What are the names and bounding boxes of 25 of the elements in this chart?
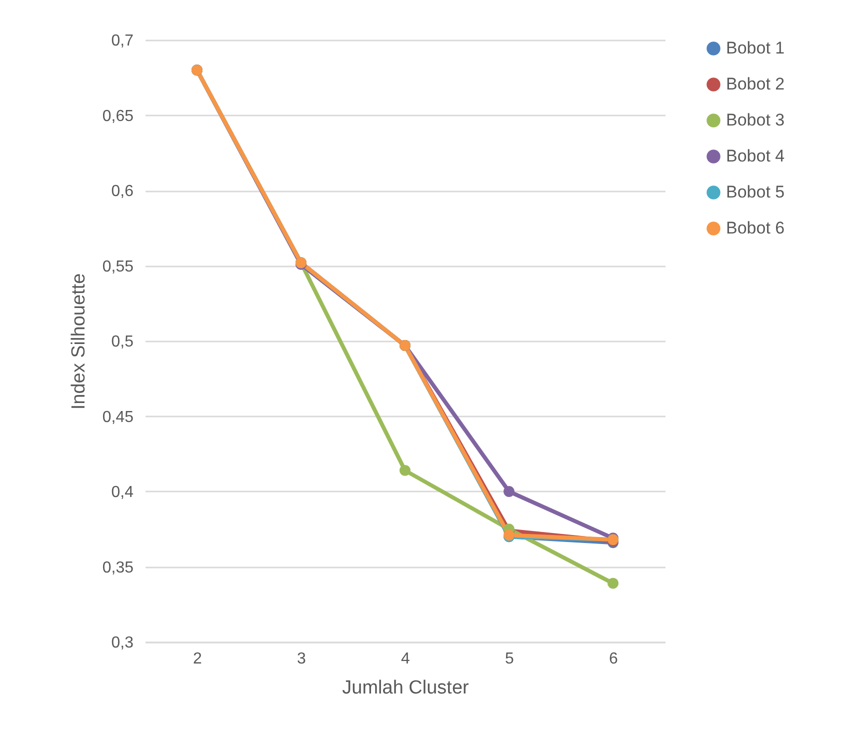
point [608, 578, 618, 589]
x-tick-label: 6 [609, 650, 618, 668]
x-tick-label: 5 [505, 650, 514, 668]
y-tick-label: 0,65 [102, 108, 134, 125]
x-tick-label: 3 [297, 650, 306, 668]
legend-label: Bobot 2 [726, 74, 785, 94]
y-tick-label: 0,4 [111, 484, 134, 501]
point [400, 464, 410, 476]
legend-label: Bobot 4 [726, 146, 785, 166]
legend-label: Bobot 6 [726, 218, 785, 238]
y-tick-label: 0,3 [111, 634, 134, 652]
y-tick-label: 0,6 [111, 183, 134, 200]
x-tick-label: 4 [401, 650, 410, 668]
x-tick-label: 2 [193, 650, 202, 668]
y-tick-label: 0,5 [111, 334, 134, 350]
legend-label: Bobot 3 [726, 110, 785, 130]
y-axis-title: Index Silhouette [68, 273, 90, 410]
legend-label: Bobot 1 [726, 38, 785, 58]
y-tick-label: 0,35 [102, 559, 134, 576]
y-tick-label: 0,45 [102, 408, 134, 426]
point [504, 486, 514, 497]
y-tick-label: 0,7 [111, 32, 134, 50]
legend-label: Bobot 5 [726, 182, 785, 202]
y-tick-label: 0,55 [102, 258, 134, 276]
x-axis-title: Jumlah Cluster [342, 678, 470, 698]
